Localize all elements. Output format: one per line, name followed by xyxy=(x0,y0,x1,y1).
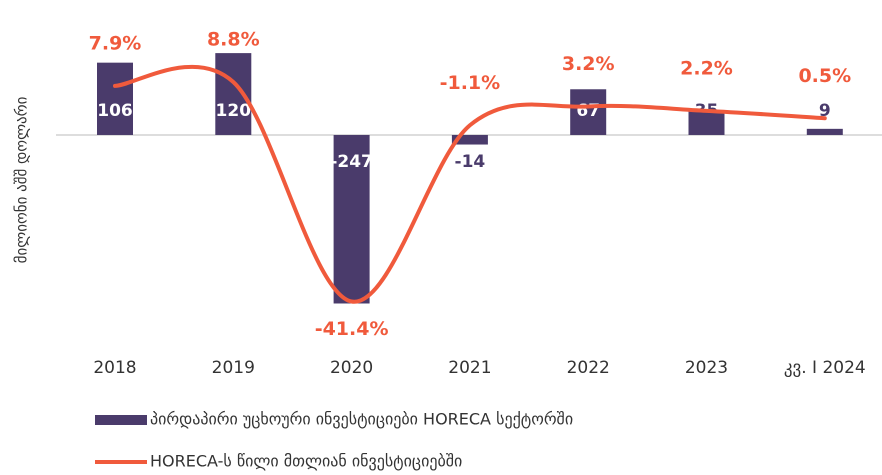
line-value-label: 8.8% xyxy=(207,28,260,50)
legend-label: HORECA-ს წილი მთლიან ინვესტიციებში xyxy=(150,452,462,471)
x-tick-label: 2021 xyxy=(448,358,491,378)
y-axis-label: მილიონი აშშ დოლარი xyxy=(13,96,31,263)
x-tick-label: 2023 xyxy=(685,358,728,378)
bar-value-label: -14 xyxy=(455,152,486,172)
bar-value-label: -247 xyxy=(330,152,373,172)
bar xyxy=(97,62,133,135)
legend-label: პირდაპირი უცხოური ინვესტიციები HORECA სე… xyxy=(150,410,573,429)
bar xyxy=(570,89,607,135)
line-value-label: -41.4% xyxy=(315,318,389,340)
line xyxy=(113,64,827,304)
bar xyxy=(451,134,488,145)
x-tick-label: 2020 xyxy=(330,358,373,378)
bar-value-label: 120 xyxy=(216,101,252,121)
bar-value-label: 9 xyxy=(819,101,831,121)
line-value-label: 3.2% xyxy=(562,53,615,75)
bar xyxy=(333,134,370,304)
bar-value-label: 67 xyxy=(576,101,600,121)
line-value-label: 2.2% xyxy=(680,57,733,79)
line-value-label: 7.9% xyxy=(89,32,142,54)
bar xyxy=(215,53,252,135)
legend-swatch xyxy=(95,415,147,425)
x-tick-label: კვ. I 2024 xyxy=(784,358,866,378)
bar xyxy=(688,111,725,135)
bar xyxy=(806,128,843,135)
x-tick-label: 2018 xyxy=(93,358,136,378)
x-tick-label: 2019 xyxy=(212,358,255,378)
x-tick-label: 2022 xyxy=(567,358,610,378)
line-value-label: -1.1% xyxy=(440,72,501,94)
bar-value-label: 106 xyxy=(97,101,133,121)
line-value-label: 0.5% xyxy=(798,65,851,87)
